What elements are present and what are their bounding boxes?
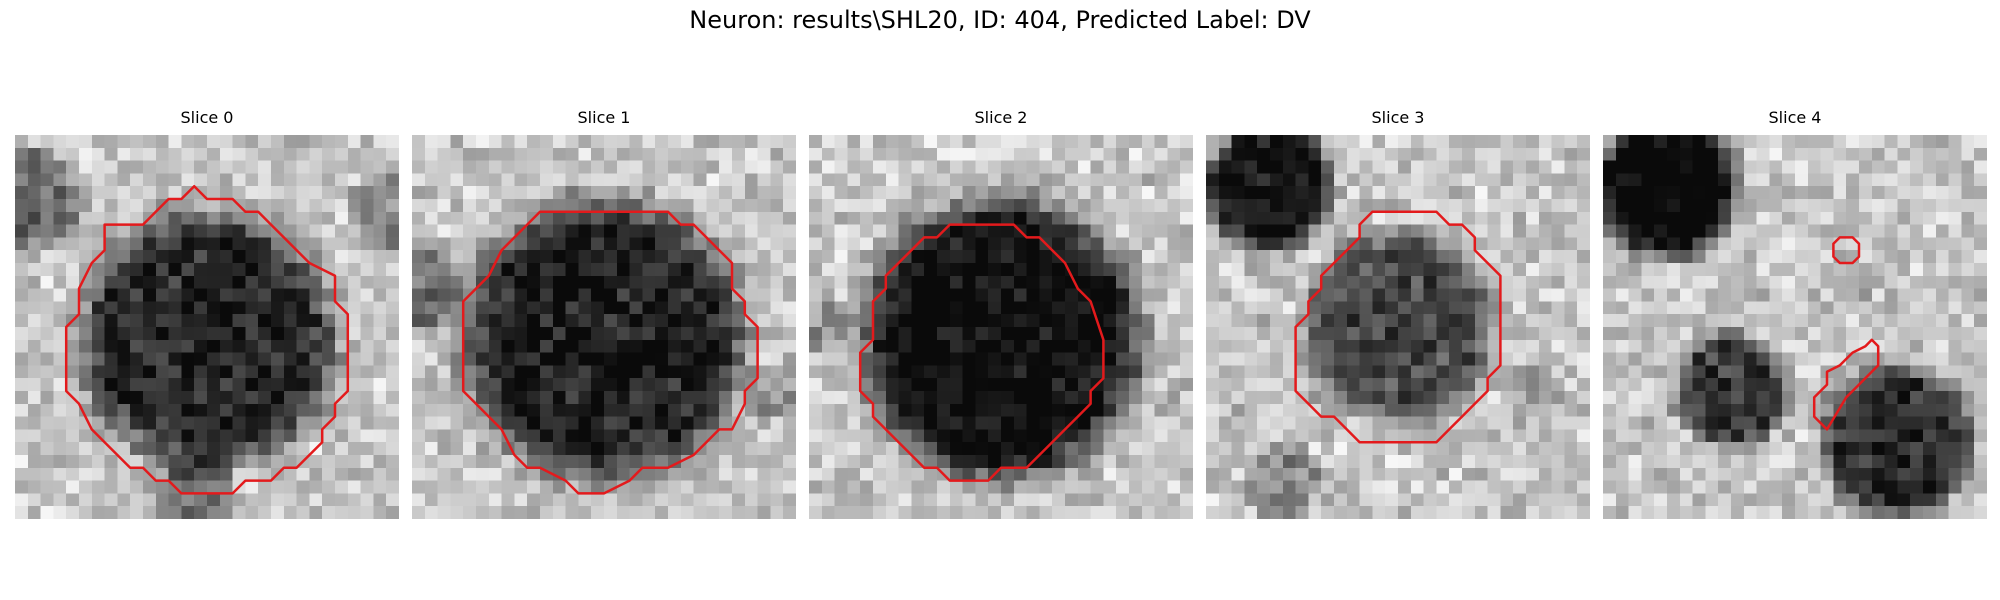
slice-title-0: Slice 0	[180, 108, 234, 127]
segmentation-contour-4-0	[1832, 236, 1861, 265]
slice-panel-2: Slice 2	[809, 108, 1193, 520]
slice-panel-1: Slice 1	[412, 108, 796, 520]
slice-pixels-0	[15, 135, 399, 519]
slice-panel-0: Slice 0	[15, 108, 399, 520]
segmentation-contour-2-0	[858, 223, 1105, 482]
slice-title-3: Slice 3	[1371, 108, 1425, 127]
segmentation-contour-4-1	[1812, 338, 1880, 431]
slice-svg-3	[1206, 135, 1590, 519]
slice-svg-0	[15, 135, 399, 519]
slice-title-1: Slice 1	[577, 108, 631, 127]
slice-pixels-1	[412, 135, 796, 519]
slice-svg-4	[1603, 135, 1987, 519]
slice-pixels-2	[809, 135, 1193, 519]
slice-title-2: Slice 2	[974, 108, 1028, 127]
slice-title-4: Slice 4	[1768, 108, 1822, 127]
slice-image-2	[809, 135, 1193, 519]
slice-panel-3: Slice 3	[1206, 108, 1590, 520]
segmentation-contour-3-0	[1294, 210, 1502, 444]
slice-image-0	[15, 135, 399, 519]
slice-panel-4: Slice 4	[1603, 108, 1987, 520]
slice-pixels-3	[1206, 135, 1590, 519]
slice-image-1	[412, 135, 796, 519]
slice-pixels-4	[1603, 135, 1987, 519]
slice-image-3	[1206, 135, 1590, 519]
slice-image-4	[1603, 135, 1987, 519]
figure-title: Neuron: results\SHL20, ID: 404, Predicte…	[689, 6, 1311, 34]
segmentation-contour-1-0	[461, 210, 759, 495]
segmentation-contour-0-0	[64, 184, 350, 495]
slice-svg-2	[809, 135, 1193, 519]
slice-svg-1	[412, 135, 796, 519]
